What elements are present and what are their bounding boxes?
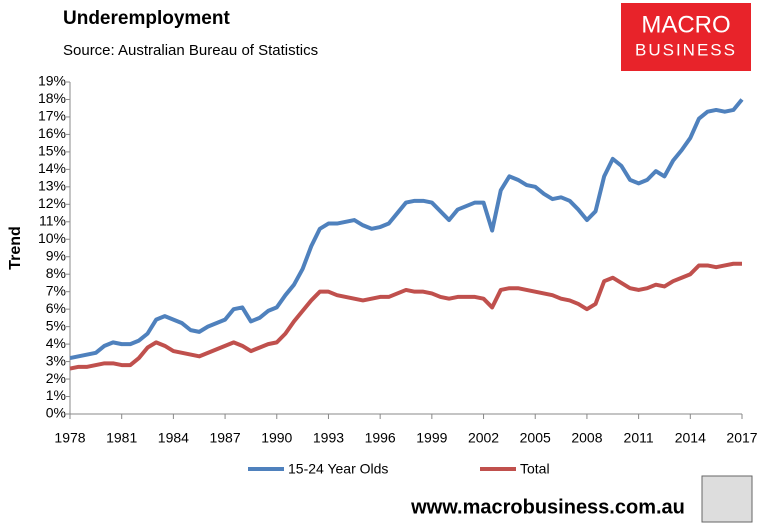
x-tick-label: 1999 <box>416 430 447 446</box>
y-tick-label: 2% <box>46 370 66 386</box>
x-tick-label: 2008 <box>571 430 602 446</box>
y-axis-label: Trend <box>7 226 24 270</box>
logo-box <box>621 3 751 71</box>
y-tick-label: 13% <box>38 178 66 194</box>
footer: www.macrobusiness.com.au <box>410 496 685 518</box>
y-tick-label: 0% <box>46 405 66 421</box>
x-tick-label: 1981 <box>106 430 137 446</box>
y-tick-label: 4% <box>46 335 66 351</box>
y-tick-label: 9% <box>46 247 66 263</box>
x-tick-label: 1978 <box>54 430 85 446</box>
y-tick-label: 19% <box>38 73 66 89</box>
y-tick-label: 14% <box>38 160 66 176</box>
y-tick-label: 12% <box>38 195 66 211</box>
y-tick-label: 15% <box>38 143 66 159</box>
y-tick-label: 6% <box>46 300 66 316</box>
x-tick-label: 1987 <box>209 430 240 446</box>
y-tick-label: 5% <box>46 317 66 333</box>
x-tick-label: 1996 <box>365 430 396 446</box>
series-line <box>69 261 742 371</box>
chart-subtitle: Source: Australian Bureau of Statistics <box>63 42 318 59</box>
y-tick-label: 16% <box>38 125 66 141</box>
y-tick-label: 7% <box>46 282 66 298</box>
legend-label: Total <box>520 461 550 477</box>
x-tick-label: 2017 <box>726 430 757 446</box>
x-tick-label: 1984 <box>158 430 189 446</box>
x-tick-label: 1990 <box>261 430 292 446</box>
x-tick-label: 1993 <box>313 430 344 446</box>
x-tick-label: 2011 <box>624 430 654 446</box>
y-tick-label: 1% <box>46 387 66 403</box>
y-tick-label: 11% <box>39 212 66 228</box>
logo-text: BUSINESS <box>635 40 737 59</box>
logo-image <box>701 475 753 523</box>
logo-text: MACRO <box>641 11 730 38</box>
x-tick-label: 2002 <box>468 430 499 446</box>
y-tick-label: 10% <box>38 230 66 246</box>
x-tick-label: 2005 <box>520 430 551 446</box>
y-tick-label: 18% <box>38 90 66 106</box>
legend-label: 15-24 Year Olds <box>288 461 388 477</box>
y-tick-label: 17% <box>38 108 66 124</box>
y-tick-label: 8% <box>46 265 66 281</box>
series-line <box>69 98 744 361</box>
x-tick-label: 2014 <box>675 430 706 446</box>
y-tick-label: 3% <box>46 352 66 368</box>
chart-title: Underemployment <box>63 8 230 29</box>
